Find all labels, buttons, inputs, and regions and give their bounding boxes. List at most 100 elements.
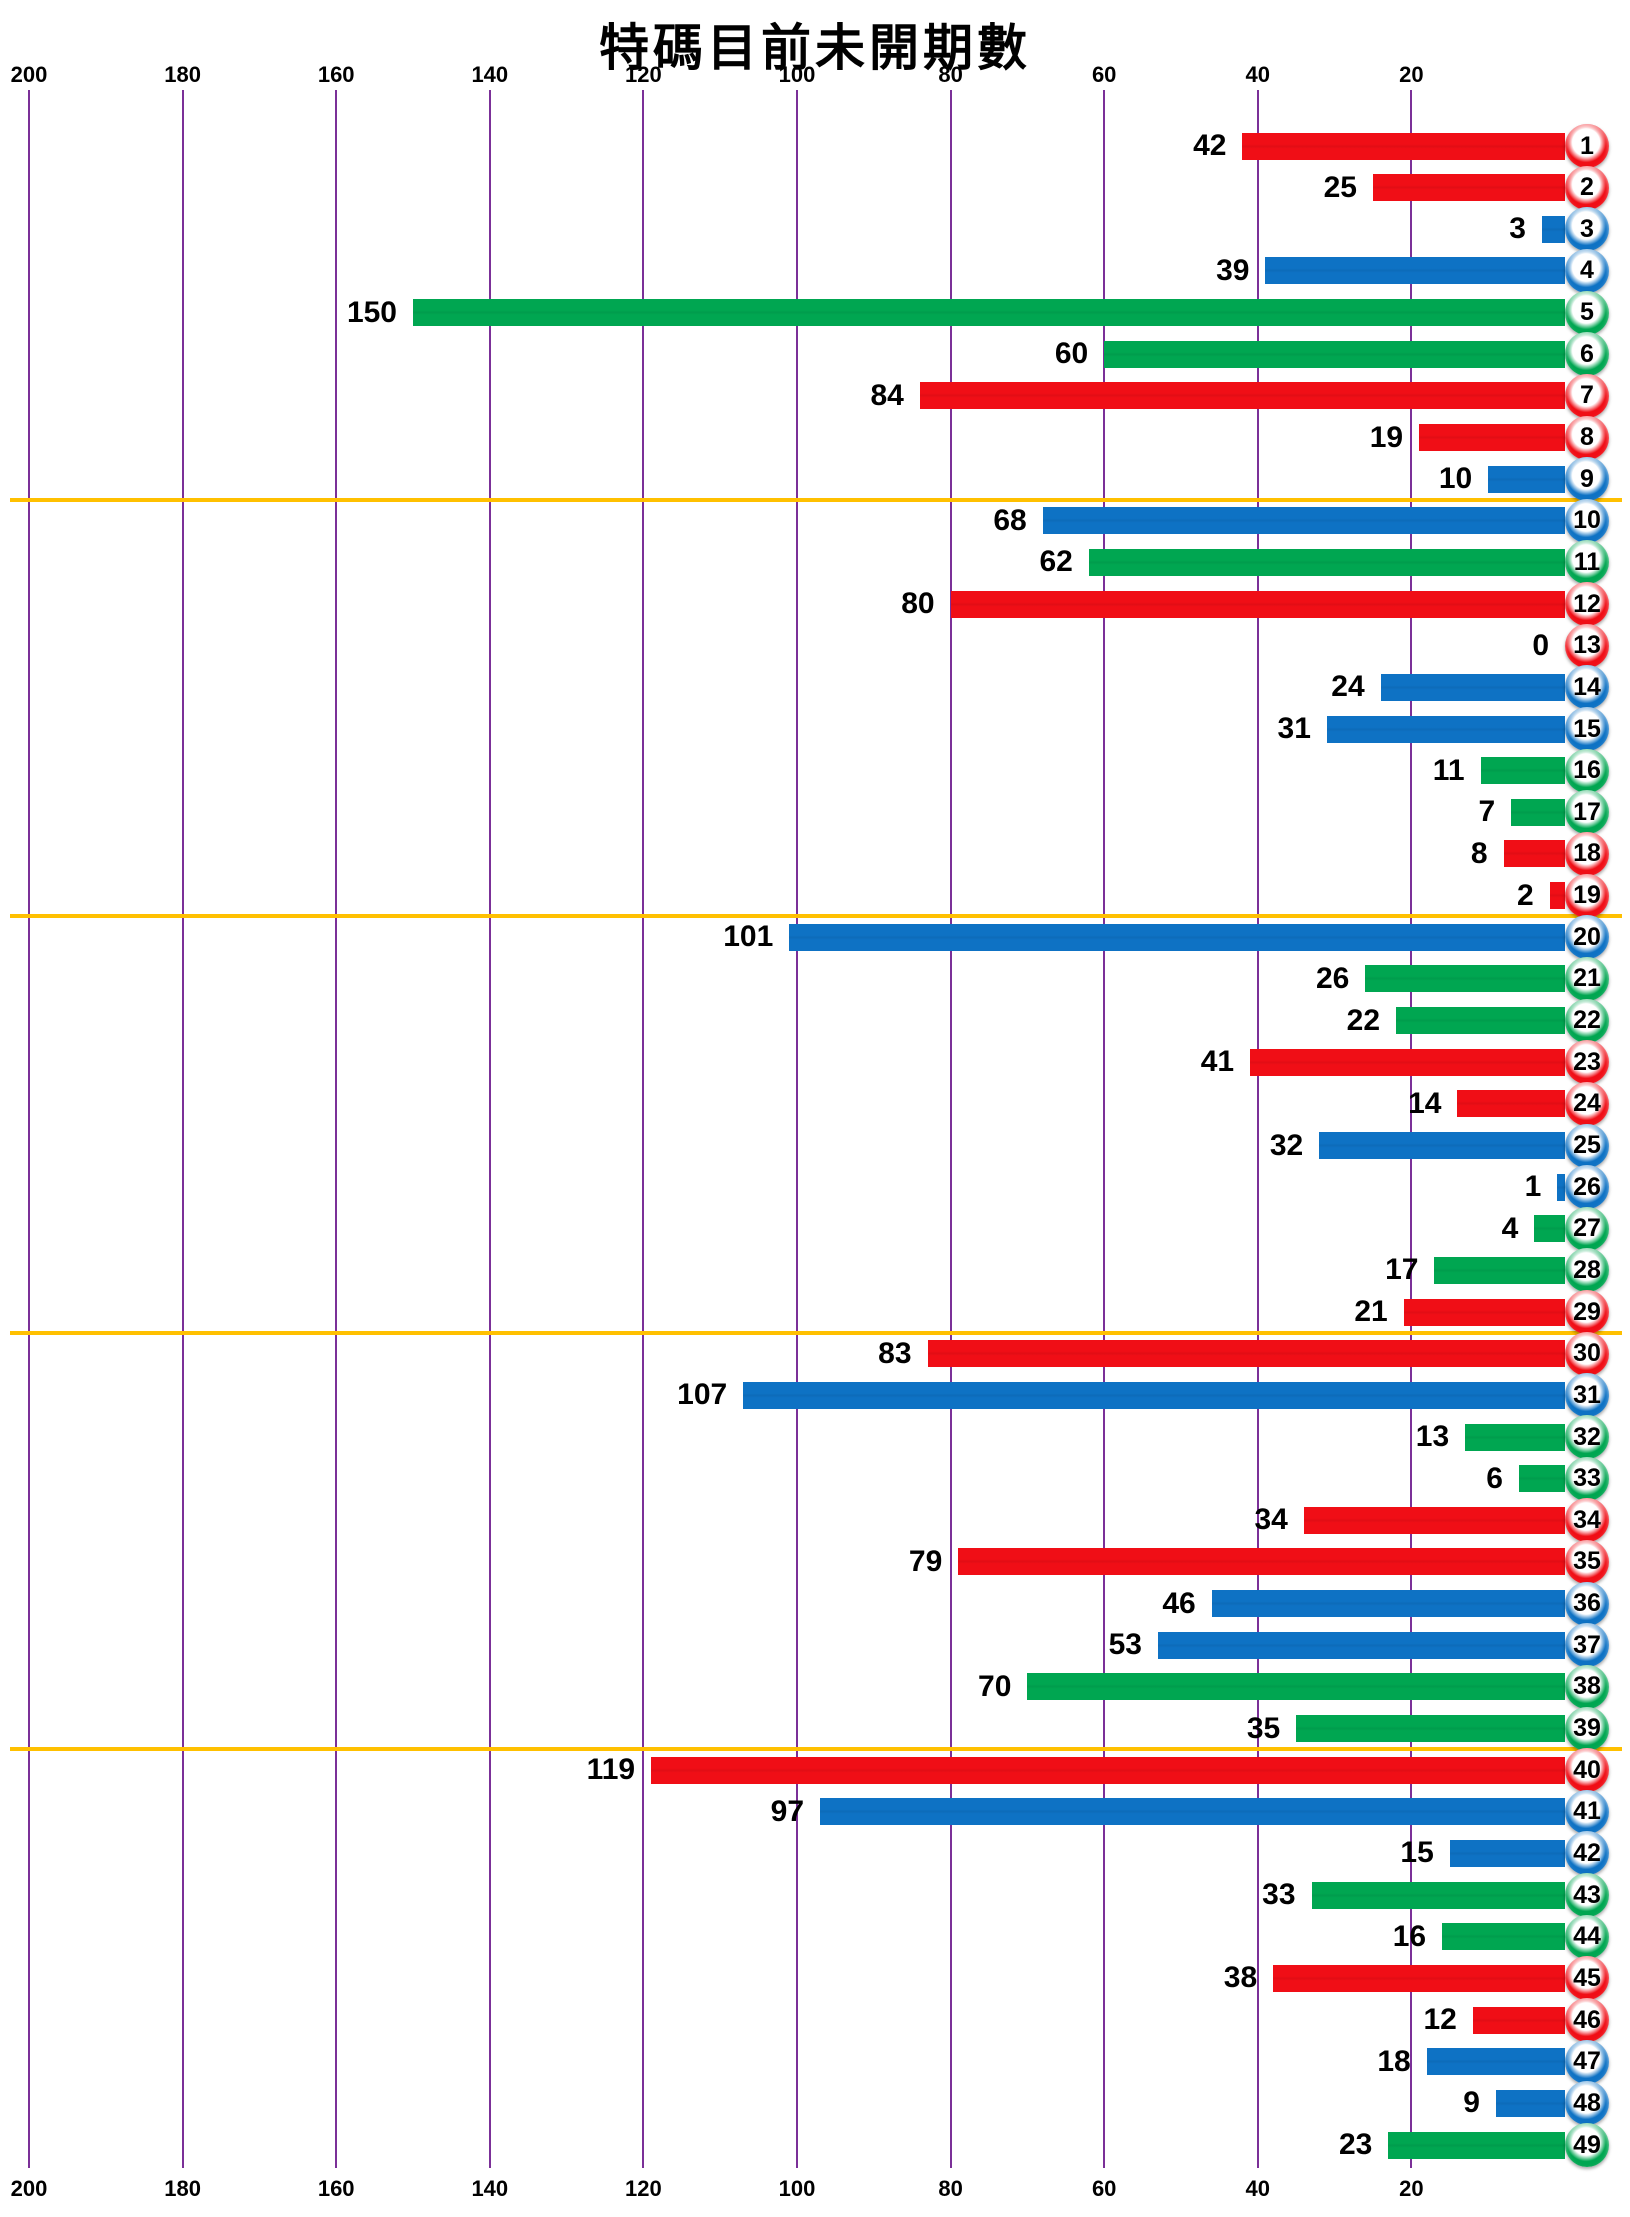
bar <box>1326 715 1565 743</box>
gridline <box>335 90 338 2168</box>
ball-number: 13 <box>1573 631 1601 660</box>
bar-value-label: 8 <box>1470 836 1488 870</box>
bar-value-label: 2 <box>1516 878 1534 912</box>
ball-number: 44 <box>1573 1922 1601 1951</box>
bar-value-label: 26 <box>1315 961 1350 995</box>
number-ball-icon: 48 <box>1565 2081 1609 2126</box>
bar <box>1434 1256 1565 1284</box>
bar-value-label: 119 <box>586 1753 636 1787</box>
number-ball-icon: 47 <box>1565 2039 1609 2084</box>
x-axis-tick-top: 120 <box>625 62 662 87</box>
bar-value-label: 1 <box>1524 1170 1542 1204</box>
bar <box>1449 1839 1565 1867</box>
bar-value-label: 23 <box>1338 2128 1373 2161</box>
bar-value-label: 33 <box>1262 1878 1296 1912</box>
ball-number: 18 <box>1573 839 1601 868</box>
bar <box>1311 1881 1565 1909</box>
number-ball-icon: 45 <box>1565 1956 1609 2001</box>
gridline <box>1103 90 1106 2168</box>
bar <box>919 382 1565 410</box>
ball-number: 42 <box>1573 1838 1601 1867</box>
ball-number: 28 <box>1573 1255 1601 1284</box>
ball-number: 34 <box>1573 1505 1601 1534</box>
number-ball-icon: 17 <box>1565 790 1609 835</box>
ball-number: 45 <box>1573 1963 1601 1992</box>
ball-number: 43 <box>1573 1880 1601 1909</box>
bar <box>1518 1465 1565 1493</box>
bar-value-label: 35 <box>1246 1711 1281 1745</box>
bar-value-label: 31 <box>1277 712 1311 746</box>
ball-number: 20 <box>1573 922 1601 951</box>
bar <box>1088 548 1565 576</box>
bar <box>1541 215 1565 243</box>
bar-value-label: 39 <box>1216 253 1250 287</box>
number-ball-icon: 16 <box>1565 748 1609 793</box>
bar-value-label: 68 <box>993 503 1027 537</box>
ball-number: 12 <box>1573 589 1601 618</box>
bar <box>1419 424 1565 452</box>
ball-number: 36 <box>1573 1589 1601 1618</box>
bar <box>958 1548 1565 1576</box>
bar-value-label: 14 <box>1408 1086 1442 1120</box>
number-ball-icon: 24 <box>1565 1081 1609 1126</box>
gridline <box>1410 90 1413 2168</box>
gridline <box>949 90 952 2168</box>
ball-number: 3 <box>1580 214 1594 243</box>
ball-number: 25 <box>1573 1131 1601 1159</box>
ball-number: 48 <box>1573 2088 1601 2117</box>
bar-value-label: 25 <box>1323 170 1357 204</box>
ball-number: 21 <box>1573 964 1601 993</box>
number-ball-icon: 46 <box>1565 1998 1609 2043</box>
ball-number: 5 <box>1580 298 1594 327</box>
number-ball-icon: 43 <box>1565 1873 1609 1918</box>
bar-value-label: 80 <box>901 587 935 621</box>
number-ball-icon: 41 <box>1565 1789 1609 1834</box>
bar-value-label: 11 <box>1432 753 1465 787</box>
number-ball-icon: 8 <box>1565 415 1609 460</box>
bar <box>1511 798 1565 826</box>
bar-value-label: 6 <box>1486 1461 1503 1495</box>
bar <box>1488 465 1565 493</box>
number-ball-icon: 7 <box>1565 373 1609 418</box>
bar-value-label: 3 <box>1509 212 1526 246</box>
number-ball-icon: 2 <box>1565 165 1609 210</box>
bar <box>1273 1964 1565 1992</box>
number-ball-icon: 25 <box>1565 1123 1609 1168</box>
ball-number: 33 <box>1573 1464 1601 1493</box>
number-ball-icon: 20 <box>1565 915 1609 960</box>
number-ball-icon: 27 <box>1565 1206 1609 1251</box>
number-ball-icon: 26 <box>1565 1165 1609 1210</box>
bar <box>1457 1090 1565 1118</box>
x-axis-tick-bottom: 160 <box>317 2176 355 2201</box>
ball-number: 29 <box>1573 1297 1601 1326</box>
ball-number: 32 <box>1573 1422 1601 1451</box>
bar-value-label: 0 <box>1532 628 1549 662</box>
number-ball-icon: 32 <box>1565 1415 1609 1460</box>
bar <box>1104 340 1565 368</box>
bar <box>743 1381 1565 1409</box>
ball-number: 47 <box>1573 2047 1601 2076</box>
number-ball-icon: 39 <box>1565 1706 1609 1751</box>
number-ball-icon: 44 <box>1565 1914 1609 1959</box>
ball-number: 31 <box>1573 1380 1601 1409</box>
number-ball-icon: 42 <box>1565 1831 1609 1876</box>
bar-value-label: 19 <box>1369 420 1404 454</box>
ball-number: 26 <box>1573 1172 1601 1201</box>
bar <box>1426 2048 1565 2076</box>
number-ball-icon: 9 <box>1565 457 1609 502</box>
bar <box>1465 1423 1565 1451</box>
bar <box>651 1756 1565 1784</box>
ball-number: 35 <box>1573 1547 1601 1576</box>
ball-number: 11 <box>1573 547 1601 576</box>
bar-value-label: 84 <box>870 378 904 412</box>
x-axis-tick-top: 40 <box>1245 62 1271 87</box>
number-ball-icon: 5 <box>1565 290 1609 335</box>
number-ball-icon: 33 <box>1565 1456 1609 1501</box>
bar-value-label: 41 <box>1200 1045 1235 1079</box>
ball-number: 8 <box>1580 423 1594 452</box>
ball-number: 10 <box>1573 506 1601 535</box>
ball-number: 41 <box>1573 1797 1601 1826</box>
number-ball-icon: 14 <box>1565 665 1609 710</box>
bar <box>1388 2131 1565 2159</box>
ball-number: 1 <box>1580 131 1594 160</box>
